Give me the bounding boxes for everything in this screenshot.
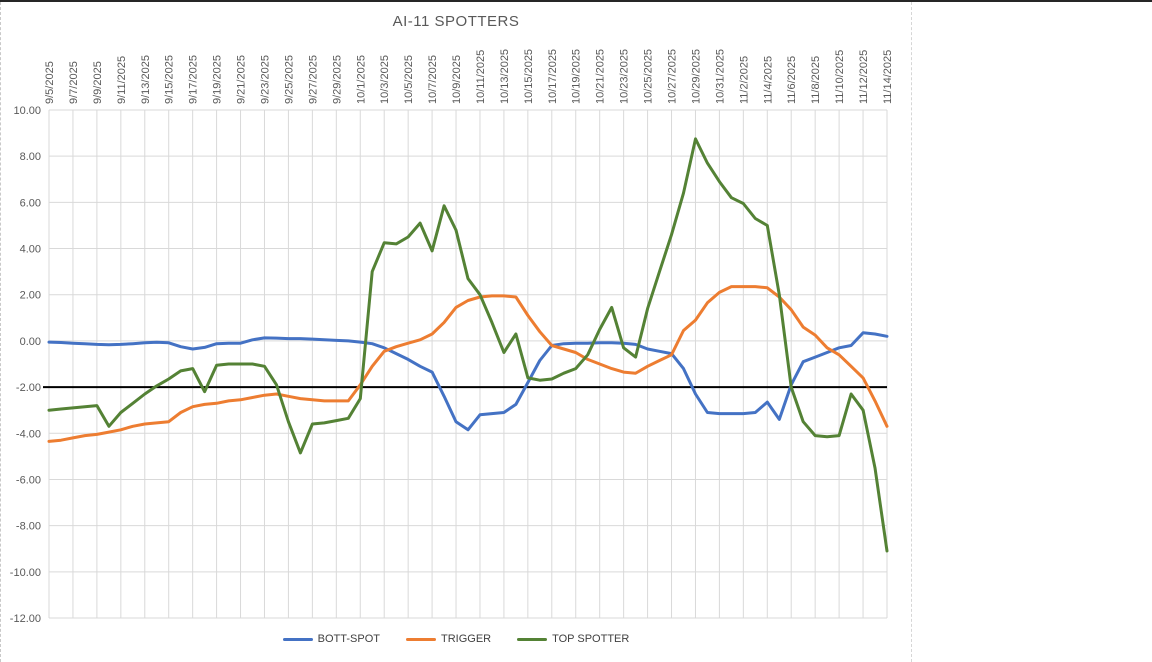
x-axis-tick-label: 10/11/2025 — [475, 50, 487, 104]
x-axis-tick-label: 10/29/2025 — [690, 49, 702, 104]
y-axis-tick-label: -8.00 — [16, 521, 41, 533]
chart-title: AI-11 SPOTTERS — [392, 13, 520, 30]
x-axis-tick-label: 9/13/2025 — [140, 55, 152, 104]
x-axis-tick-label: 10/23/2025 — [619, 49, 631, 104]
x-axis-tick-label: 10/19/2025 — [571, 49, 583, 104]
x-axis-tick-label: 11/6/2025 — [786, 56, 798, 104]
x-axis-tick-label: 9/5/2025 — [44, 61, 56, 104]
x-axis-tick-label: 10/27/2025 — [667, 49, 679, 104]
x-axis-tick-label: 9/25/2025 — [283, 55, 295, 104]
x-axis-tick-label: 11/12/2025 — [858, 50, 870, 104]
x-axis-tick-label: 9/7/2025 — [68, 61, 80, 104]
x-axis-tick-label: 9/11/2025 — [116, 56, 128, 104]
x-axis-tick-label: 10/13/2025 — [499, 49, 511, 104]
y-axis-tick-label: -6.00 — [16, 474, 41, 486]
x-axis-tick-label: 10/25/2025 — [643, 49, 655, 104]
x-axis-tick-label: 10/21/2025 — [595, 49, 607, 104]
y-axis-tick-label: 2.00 — [20, 290, 41, 302]
x-axis-tick-label: 9/19/2025 — [212, 55, 224, 104]
y-axis-tick-label: -2.00 — [16, 382, 41, 394]
x-axis-tick-label: 11/4/2025 — [762, 56, 774, 104]
x-axis-tick-label: 10/5/2025 — [403, 55, 415, 104]
x-axis-tick-label: 10/9/2025 — [451, 55, 463, 104]
y-axis-tick-label: 8.00 — [20, 151, 41, 163]
legend-item-bott-spot: BOTT-SPOT — [282, 633, 380, 645]
legend-label: BOTT-SPOT — [317, 633, 380, 645]
x-axis-tick-label: 9/23/2025 — [259, 55, 271, 104]
legend-label: TRIGGER — [440, 633, 492, 645]
x-axis-tick-label: 9/29/2025 — [331, 55, 343, 104]
y-axis-tick-label: 0.00 — [20, 336, 41, 348]
y-axis-tick-label: -4.00 — [16, 428, 41, 440]
y-axis-tick-label: 10.00 — [13, 105, 41, 117]
x-axis-tick-label: 9/21/2025 — [236, 55, 248, 104]
legend-line-swatch-orange — [405, 637, 436, 641]
x-axis-tick-label: 9/17/2025 — [188, 55, 200, 104]
legend-line-swatch-green — [517, 637, 548, 641]
x-axis-tick-label: 9/15/2025 — [164, 55, 176, 104]
x-axis-tick-label: 11/8/2025 — [810, 56, 822, 104]
x-axis-tick-label: 10/7/2025 — [427, 55, 439, 104]
y-axis-tick-label: -12.00 — [10, 613, 41, 625]
x-axis-tick-label: 11/10/2025 — [834, 50, 846, 104]
legend-item-top-spotter: TOP SPOTTER — [517, 633, 629, 645]
x-axis-tick-label: 11/2/2025 — [738, 56, 750, 104]
legend-item-trigger: TRIGGER — [405, 633, 492, 645]
x-axis-tick-label: 10/15/2025 — [523, 49, 535, 104]
y-axis-tick-label: -10.00 — [10, 567, 41, 579]
y-axis-tick-label: 6.00 — [20, 197, 41, 209]
chart-object[interactable]: AI-11 SPOTTERS 10.00 8.00 6.00 4.00 2.00 0.00… — [0, 2, 912, 662]
chart-legend: BOTT-SPOT TRIGGER TOP SPOTTER — [1, 633, 911, 645]
legend-line-swatch-blue — [282, 637, 313, 641]
x-axis-tick-label: 10/3/2025 — [379, 55, 391, 104]
x-axis-tick-label: 9/9/2025 — [92, 61, 104, 104]
x-axis-tick-label: 10/17/2025 — [547, 49, 559, 104]
series-line-bott-spot — [47, 331, 889, 432]
plot-area: 10.00 8.00 6.00 4.00 2.00 0.00 -2.00 -4.00 -6.00… — [10, 49, 894, 625]
series-line-top-spotter — [47, 137, 889, 553]
y-axis-tick-label: 4.00 — [20, 244, 41, 256]
x-axis-tick-label: 10/1/2025 — [355, 55, 367, 104]
series-line-trigger — [47, 285, 889, 443]
x-axis-tick-label: 11/14/2025 — [882, 50, 894, 104]
x-axis-tick-label: 10/31/2025 — [714, 49, 726, 104]
legend-label: TOP SPOTTER — [552, 633, 630, 645]
x-axis-tick-label: 9/27/2025 — [307, 55, 319, 104]
